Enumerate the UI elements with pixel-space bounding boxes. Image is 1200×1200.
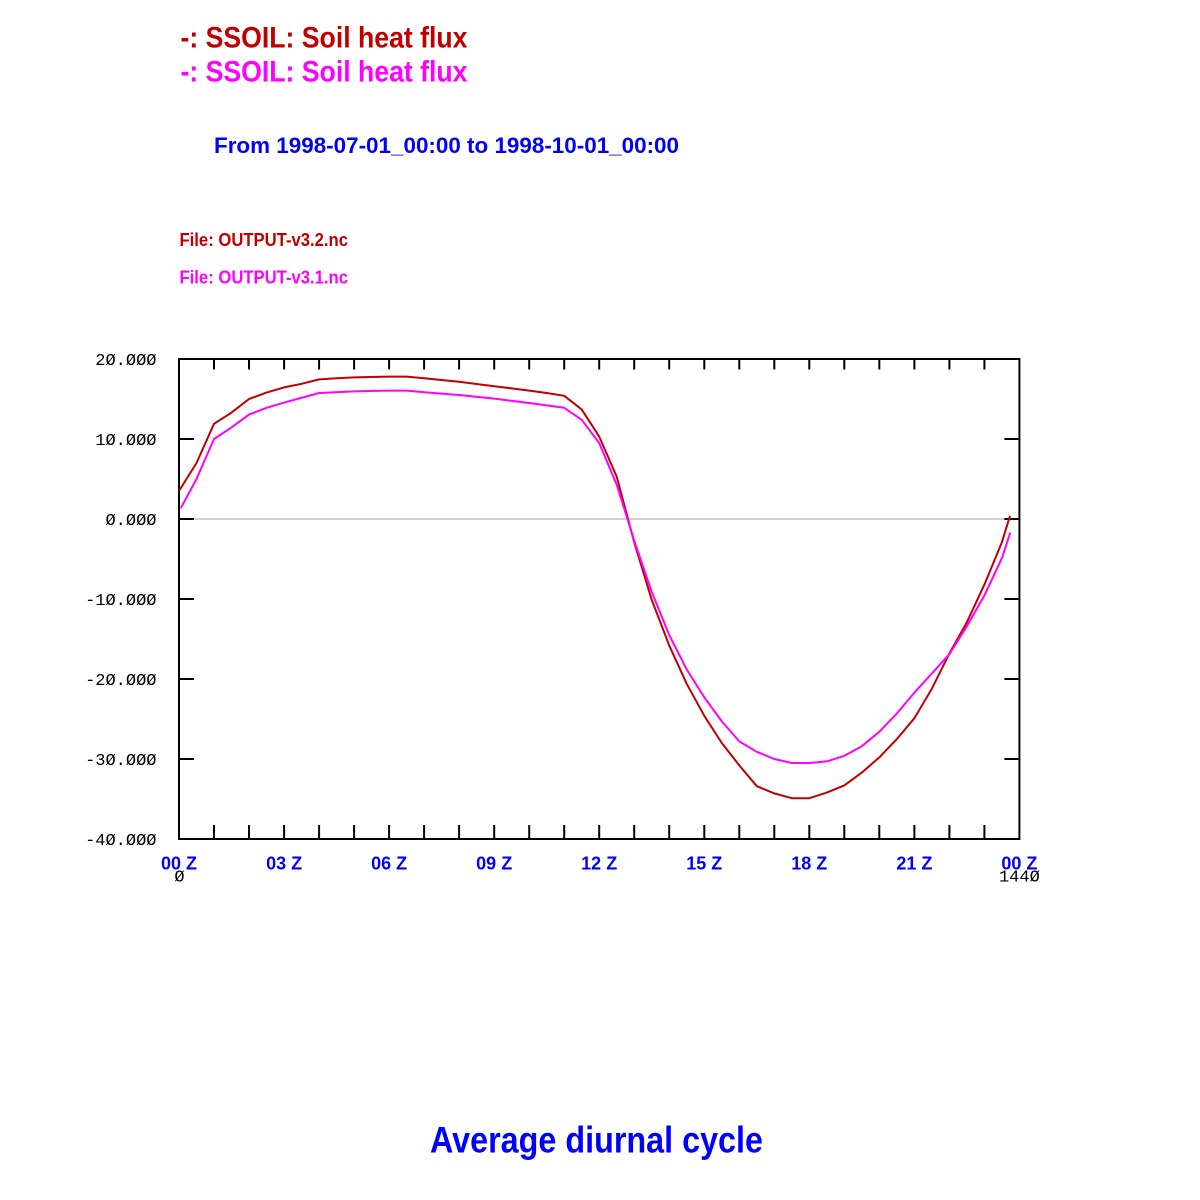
svg-text:-1Ø.ØØØ: -1Ø.ØØØ bbox=[85, 592, 156, 611]
svg-text:-2Ø.ØØØ: -2Ø.ØØØ bbox=[85, 672, 156, 691]
svg-text:15 Z: 15 Z bbox=[686, 854, 722, 874]
svg-text:File: OUTPUT-v3.1.nc: File: OUTPUT-v3.1.nc bbox=[180, 266, 349, 287]
svg-text:Ø.ØØØ: Ø.ØØØ bbox=[105, 512, 156, 531]
svg-text:03 Z: 03 Z bbox=[266, 854, 302, 874]
svg-text:12 Z: 12 Z bbox=[581, 854, 617, 874]
svg-text:00 Z: 00 Z bbox=[161, 854, 197, 874]
svg-text:-: SSOIL: Soil heat flux: -: SSOIL: Soil heat flux bbox=[181, 56, 469, 89]
svg-text:144Ø: 144Ø bbox=[999, 869, 1040, 888]
svg-text:File: OUTPUT-v3.2.nc: File: OUTPUT-v3.2.nc bbox=[180, 229, 349, 250]
svg-text:00 Z: 00 Z bbox=[1001, 854, 1037, 874]
svg-text:-3Ø.ØØØ: -3Ø.ØØØ bbox=[85, 752, 156, 771]
svg-text:Average diurnal cycle: Average diurnal cycle bbox=[430, 1119, 763, 1161]
svg-text:21 Z: 21 Z bbox=[896, 854, 932, 874]
svg-text:2Ø.ØØØ: 2Ø.ØØØ bbox=[95, 352, 156, 371]
svg-text:Ø: Ø bbox=[174, 869, 184, 888]
svg-text:06 Z: 06 Z bbox=[371, 854, 407, 874]
svg-text:09 Z: 09 Z bbox=[476, 854, 512, 874]
svg-text:18 Z: 18 Z bbox=[791, 854, 827, 874]
svg-text:From 1998-07-01_00:00 to 1998-: From 1998-07-01_00:00 to 1998-10-01_00:0… bbox=[214, 133, 679, 158]
svg-text:-4Ø.ØØØ: -4Ø.ØØØ bbox=[85, 832, 156, 851]
svg-text:1Ø.ØØØ: 1Ø.ØØØ bbox=[95, 432, 156, 451]
svg-text:-: SSOIL: Soil heat flux: -: SSOIL: Soil heat flux bbox=[181, 22, 469, 55]
